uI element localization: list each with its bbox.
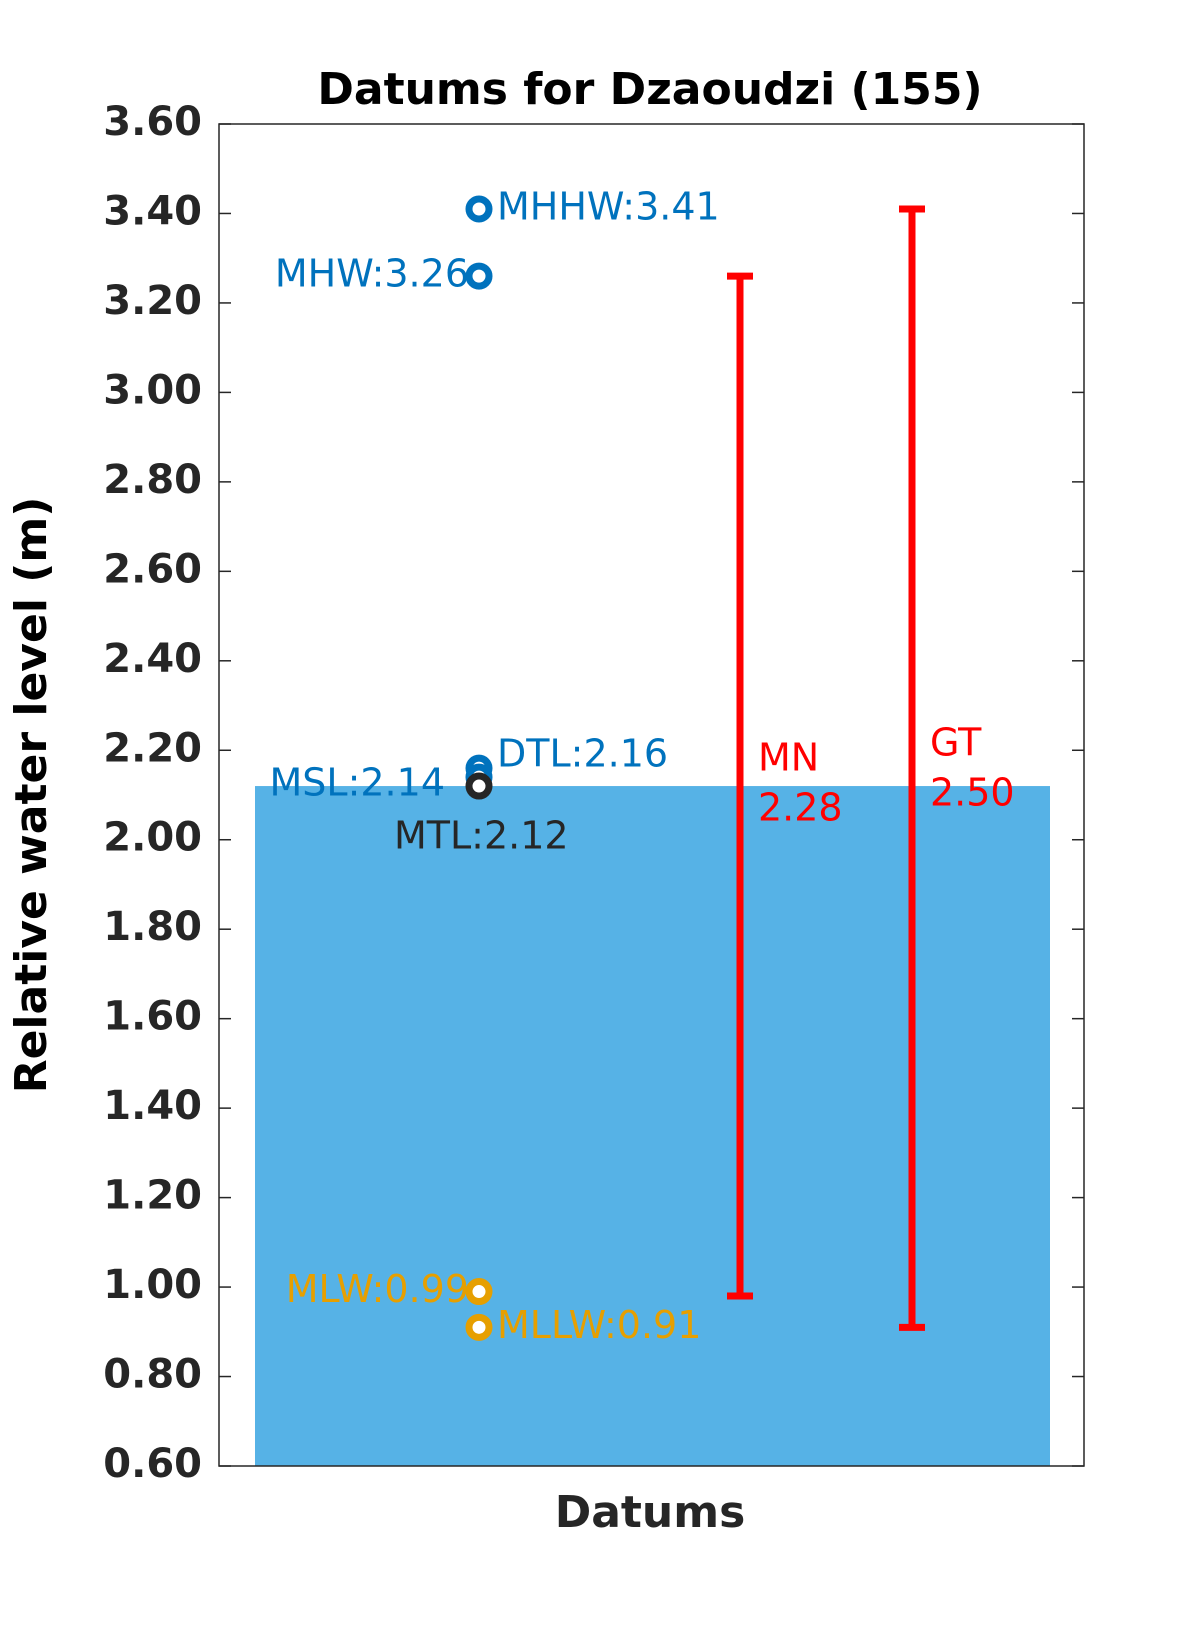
y-tick-label: 1.40 [103,1083,202,1129]
y-tick-label: 1.20 [103,1173,202,1219]
range-name: GT [930,721,982,765]
datum-label: MTL:2.12 [394,814,569,858]
datum-marker [465,195,493,223]
y-tick-label: 2.40 [103,636,202,682]
datum-marker [465,772,493,800]
y-tick-label: 1.60 [103,994,202,1040]
y-tick-label: 1.80 [103,904,202,950]
datum-marker [465,262,493,290]
datum-label: MHW:3.26 [275,252,469,296]
y-tick-label: 3.20 [103,278,202,324]
y-tick-label: 0.60 [103,1441,202,1487]
y-tick-label: 1.00 [103,1262,202,1308]
x-axis-label: Datums [555,1487,746,1538]
y-tick-label: 0.80 [103,1352,202,1398]
chart-title: Datums for Dzaoudzi (155) [317,64,982,115]
datum-label: MLLW:0.91 [497,1303,701,1347]
datum-label: MLW:0.99 [286,1267,469,1311]
datum-label: MSL:2.14 [270,761,446,805]
y-tick-label: 3.60 [103,99,202,145]
y-tick-label: 3.40 [103,188,202,234]
range-value: 2.50 [930,771,1015,815]
y-tick-label: 2.80 [103,457,202,503]
y-tick-label: 3.00 [103,367,202,413]
y-tick-label: 2.20 [103,725,202,771]
datum-label: MHHW:3.41 [497,184,720,228]
datum-marker [465,1278,493,1306]
bar [255,786,1050,1466]
axes-box [218,123,1085,1467]
y-tick-label: 2.00 [103,815,202,861]
y-tick-label: 2.60 [103,546,202,592]
range-value: 2.28 [758,786,843,830]
y-axis-label: Relative water level (m) [6,497,57,1094]
range-name: MN [758,736,819,780]
datum-label: DTL:2.16 [497,732,668,776]
datum-marker [465,1313,493,1341]
